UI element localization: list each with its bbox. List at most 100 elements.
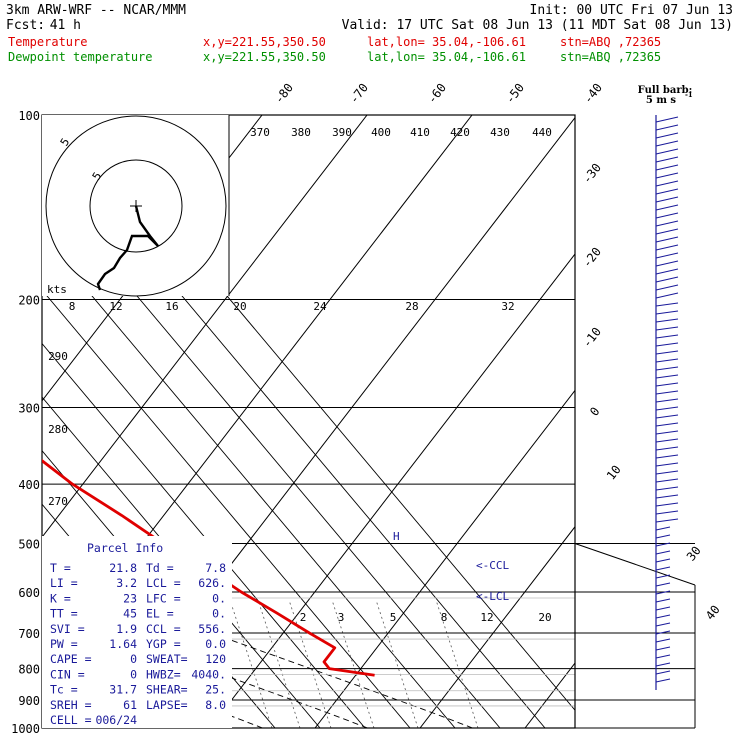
pressure-tick-label: 700 (18, 627, 40, 641)
parcel-row-value: 0. (212, 607, 226, 621)
theta-left-label: 270 (48, 495, 68, 508)
isotherm-tick-label: 40 (703, 603, 723, 623)
legend-dewpoint-xy: x,y=221.55,350.50 (203, 50, 326, 64)
hodograph-trace (96, 205, 159, 291)
parcel-row-value: 0.0 (205, 637, 226, 651)
parcel-row-value: 7.8 (205, 561, 226, 575)
pressure-tick-label: 800 (18, 663, 40, 677)
wind-barb (655, 156, 679, 163)
wind-barb (655, 478, 679, 483)
wind-barb (655, 630, 671, 635)
isotherm-tick-label: 0 (587, 404, 602, 418)
wind-barbs (655, 115, 679, 690)
parcel-row-value: 31.7 (109, 683, 137, 697)
parcel-row-label: CIN = (50, 667, 85, 681)
parcel-row-value: 0 (130, 652, 137, 666)
wind-barb (655, 318, 679, 323)
dry-adiabat-line (42, 342, 366, 728)
wind-barb (655, 470, 679, 475)
parcel-row-value: 4040. (191, 667, 226, 681)
isotherm-tick-label: -50 (503, 81, 527, 107)
wind-barb (655, 244, 679, 251)
parcel-row-label: SHEAR= (146, 683, 188, 697)
wind-barb (655, 374, 679, 379)
wind-barb (655, 252, 679, 259)
hodo-scale-label: 24 (313, 300, 327, 313)
theta-label: 420 (450, 126, 470, 139)
fcst-label: Fcst: (6, 18, 45, 33)
parcel-row-value: 45 (123, 607, 137, 621)
isotherm-line (524, 662, 575, 728)
wind-barb (655, 188, 679, 195)
wind-barb (655, 398, 679, 403)
wind-barb (655, 366, 679, 371)
isotherm-line (630, 115, 740, 728)
isotherm-line (314, 389, 575, 728)
isotherm-tick-label: -70 (347, 81, 371, 107)
isotherm-tick-label: -10 (580, 325, 604, 351)
plot-border (41, 114, 576, 729)
wind-barb (655, 590, 671, 595)
wind-barb (655, 204, 679, 211)
legend-dewpoint-name: Dewpoint temperature (8, 50, 153, 64)
theta-label: 440 (532, 126, 552, 139)
wind-barb (655, 228, 679, 235)
pressure-tick-label: 500 (18, 537, 40, 551)
wind-barb (655, 542, 671, 547)
pressure-tick-label: 400 (18, 478, 40, 492)
isotherm-tick-label: -40 (581, 81, 605, 107)
parcel-row-label: HWBZ= (146, 667, 181, 681)
parcel-row-label: EL = (146, 607, 174, 621)
parcel-row-label: YGP = (146, 637, 181, 651)
parcel-row-label: CAPE = (50, 652, 92, 666)
wind-barb (655, 196, 679, 203)
parcel-info-panel: Parcel Info T = 21.8 Td = 7.8 LI = 3.2 LCL = 62… (42, 536, 232, 728)
frame-diagonal (574, 542, 696, 586)
theta-label: 370 (250, 126, 270, 139)
wind-barb (655, 534, 671, 539)
theta-left-label: 280 (48, 423, 68, 436)
wind-barb (655, 486, 679, 491)
wind-barb (655, 446, 679, 451)
isotherm-tick-label: -30 (580, 161, 604, 187)
parcel-row-value: 61 (123, 698, 137, 712)
svg-text:H: H (393, 530, 400, 543)
wind-legend-line2: 5 m s (646, 95, 677, 106)
mixing-ratio-label: 5 (390, 611, 397, 624)
hodo-scale-label: 12 (109, 300, 122, 313)
wind-barb (655, 566, 671, 571)
model-title: 3km ARW-WRF -- NCAR/MMM (6, 3, 186, 18)
isotherm-tick-label: 10 (604, 463, 624, 483)
wind-barb (655, 550, 671, 555)
isotherm-tick-label: 30 (684, 544, 704, 564)
parcel-row-label: Tc = (50, 683, 78, 697)
ccl-marker: <-CCL (476, 559, 509, 572)
wind-barb (655, 558, 671, 563)
wind-barb (655, 438, 679, 443)
wind-barb (655, 116, 679, 123)
parcel-row-value: 8.0 (205, 698, 226, 712)
wind-barb (655, 414, 679, 419)
isotherm-line (42, 115, 368, 538)
wind-barb (655, 606, 671, 611)
mixing-ratio-line (375, 599, 419, 728)
wind-barb (655, 462, 679, 467)
wind-barb (655, 180, 679, 187)
pressure-tick-label: 100 (18, 109, 40, 123)
wind-barb (655, 574, 671, 579)
hodo-scale-label: 8 (69, 300, 76, 313)
wind-barb (655, 622, 671, 627)
wind-barb (655, 430, 679, 435)
parcel-row-label: LI = (50, 576, 78, 590)
hodo-scale-label: 20 (233, 300, 246, 313)
wind-barb (655, 310, 679, 315)
theta-label: 400 (371, 126, 391, 139)
wind-barb (655, 260, 679, 267)
parcel-row-value: 25. (205, 683, 226, 697)
parcel-row-label: CELL = (50, 713, 92, 727)
theta-left-label: 290 (48, 350, 68, 363)
wind-barb (655, 670, 671, 675)
wind-barb (655, 582, 671, 587)
wind-barb (655, 494, 679, 499)
